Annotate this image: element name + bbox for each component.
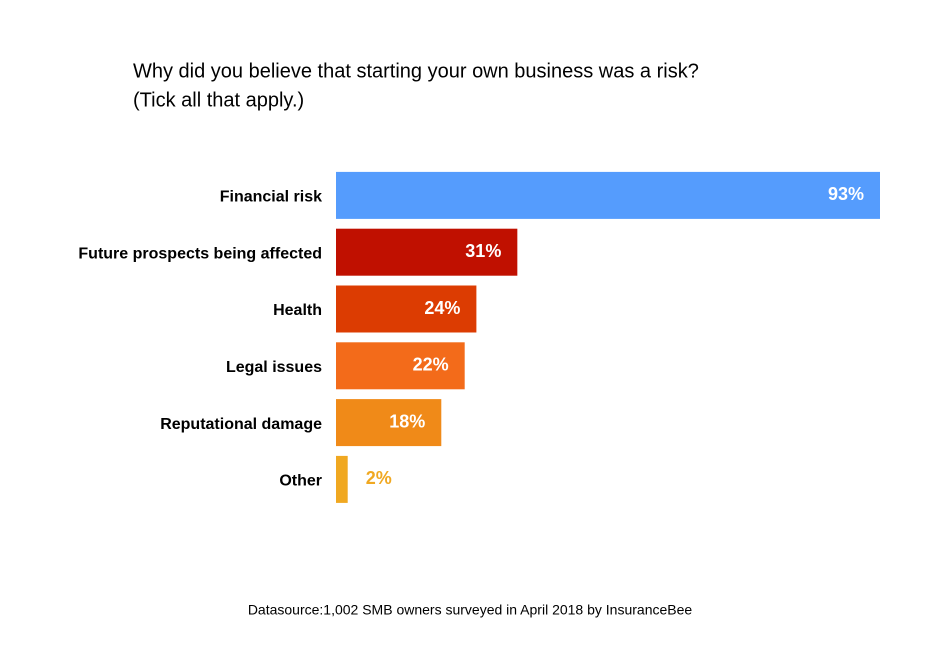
source-note: Datasource:1,002 SMB owners surveyed in …: [248, 602, 693, 618]
bar: [336, 399, 442, 447]
category-label: Other: [279, 473, 322, 490]
category-label: Financial risk: [220, 189, 322, 206]
category-label: Legal issues: [226, 359, 322, 376]
value-label: 2%: [366, 468, 392, 488]
value-label: 93%: [828, 184, 864, 204]
value-label: 24%: [424, 298, 460, 318]
chart-title: Why did you believe that starting your o…: [133, 60, 699, 82]
category-label: Health: [273, 302, 322, 319]
value-label: 18%: [389, 411, 425, 431]
category-label: Future prospects being affected: [78, 245, 322, 262]
value-label: 22%: [413, 355, 449, 375]
category-label: Reputational damage: [160, 416, 322, 433]
bar: [336, 342, 465, 390]
bar: [336, 285, 477, 333]
bar: [336, 228, 518, 276]
chart-subtitle: (Tick all that apply.): [133, 89, 304, 111]
value-label: 31%: [465, 241, 501, 261]
bar: [336, 455, 348, 503]
bar: [336, 171, 880, 219]
